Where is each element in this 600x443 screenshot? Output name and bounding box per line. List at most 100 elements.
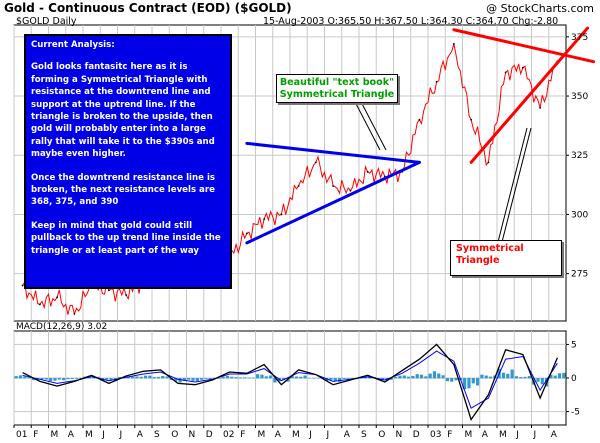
trendline-2002-support [245, 160, 421, 245]
macd-histogram-bar [402, 375, 406, 379]
x-tick-label: J [119, 430, 123, 440]
price-point [280, 213, 283, 216]
macd-histogram-bar [290, 375, 294, 379]
x-tick-label: O [378, 430, 385, 440]
macd-histogram-bar [342, 378, 346, 379]
macd-histogram-bar [217, 378, 221, 379]
macd-histogram-bar [454, 378, 458, 381]
x-tick-label: A [344, 430, 351, 440]
macd-histogram-bar [126, 376, 130, 379]
price-point [418, 118, 421, 121]
x-tick-label: F [240, 430, 245, 440]
macd-histogram-bar [70, 378, 74, 379]
macd-histogram-bar [234, 377, 238, 379]
symmetrical-triangle-callout: Symmetrical Triangle [450, 240, 562, 276]
macd-histogram-bar [139, 376, 143, 379]
price-point [539, 106, 542, 109]
macd-histogram-bar [450, 378, 454, 382]
symmetrical-pointer-line-2 [501, 127, 532, 243]
macd-histogram-bar [178, 378, 182, 383]
macd-tick-label: 0 [571, 374, 577, 384]
x-tick-label: M [465, 430, 473, 440]
x-tick-label: O [171, 430, 178, 440]
macd-histogram-bar [389, 378, 393, 380]
macd-histogram-bar [329, 378, 333, 380]
macd-histogram-bar [506, 373, 510, 379]
price-point [56, 296, 59, 299]
trendlines [245, 26, 596, 245]
price-point [21, 284, 24, 287]
price-point [38, 303, 41, 306]
macd-histogram-bar [40, 378, 44, 380]
macd-histogram-bar [14, 376, 18, 379]
macd-histogram-bar [187, 378, 191, 380]
price-tick-label: 375 [571, 33, 588, 43]
macd-histogram-bar [307, 378, 312, 379]
macd-histogram-bar [381, 378, 385, 380]
x-tick-label: J [101, 430, 105, 440]
x-tick-label: 02 [223, 430, 234, 440]
macd-histogram-bar [238, 377, 243, 379]
macd-histogram-bar [243, 377, 247, 379]
chart-title: Gold - Continuous Contract (EOD) ($GOLD) [4, 1, 292, 15]
macd-histogram-bar [281, 378, 286, 381]
macd-histogram-bar [406, 376, 411, 379]
macd-histogram-bar [325, 378, 329, 381]
quote-readout: 15-Aug-2003 O:365.50 H:367.50 L:364.30 C… [263, 16, 559, 27]
macd-histogram-bar [398, 375, 402, 379]
macd-histogram-bar [523, 376, 527, 379]
macd-histogram-bar [161, 376, 165, 379]
trendline-2002-resistance [245, 141, 421, 164]
analysis-paragraph-1: Gold looks fantasitc here as it is formi… [31, 62, 215, 160]
macd-histogram-bar [333, 378, 337, 381]
price-tick-label: 275 [571, 270, 588, 280]
macd-histogram-bar [432, 371, 437, 379]
price-point [435, 80, 438, 83]
macd-histogram-bar [18, 375, 23, 379]
symbol-label: $GOLD Daily [16, 16, 77, 27]
price-y-axis: 275 300 325 350 375 [566, 33, 588, 280]
price-point [107, 289, 110, 292]
x-tick-label: A [137, 430, 144, 440]
macd-histogram-bar [57, 378, 61, 380]
macd-histogram-bar [273, 378, 277, 383]
macd-histogram-bar [557, 373, 562, 379]
macd-histogram-bar [74, 378, 79, 379]
price-point [470, 118, 473, 121]
x-tick-label: D [413, 430, 420, 440]
macd-histogram-bar [411, 375, 415, 379]
macd-histogram-bar [437, 373, 441, 379]
x-tick-label: N [189, 430, 196, 440]
macd-lines [22, 343, 558, 422]
macd-histogram-bar [445, 378, 450, 382]
analysis-heading: Current Analysis: [31, 40, 115, 50]
price-point [452, 43, 455, 45]
macd-histogram-bar [553, 375, 557, 379]
macd-histogram-bar [191, 378, 195, 381]
macd-histogram-bar [419, 374, 424, 379]
macd-histogram-bar [562, 372, 566, 379]
macd-histogram-bar [312, 378, 316, 379]
macd-histogram-bar [510, 369, 514, 379]
macd-histogram-bar [268, 375, 273, 379]
macd-histogram-bar [549, 374, 553, 379]
x-tick-label: 03 [430, 430, 441, 440]
trendline-2003-resistance [452, 28, 596, 64]
macd-histogram-bar [156, 376, 161, 379]
price-point [332, 185, 335, 187]
price-tick-label: 300 [571, 210, 588, 220]
price-point [504, 71, 507, 74]
macd-histogram-bar [316, 378, 320, 379]
macd-histogram-bar [471, 378, 475, 384]
macd-histogram-bar [174, 378, 178, 382]
price-point [263, 218, 266, 221]
symmetrical-pointer-line [497, 127, 528, 243]
stockcharts-watermark: @ StockCharts.com [486, 2, 594, 15]
macd-histogram-bar [208, 378, 212, 380]
x-tick-label: M [51, 430, 59, 440]
macd-histogram-bar [337, 378, 342, 382]
macd-histogram-bar [256, 374, 260, 379]
analysis-paragraph-2: Once the downtrend resistance line is br… [31, 172, 216, 208]
price-point [125, 294, 128, 296]
macd-histogram-bar [514, 376, 519, 379]
